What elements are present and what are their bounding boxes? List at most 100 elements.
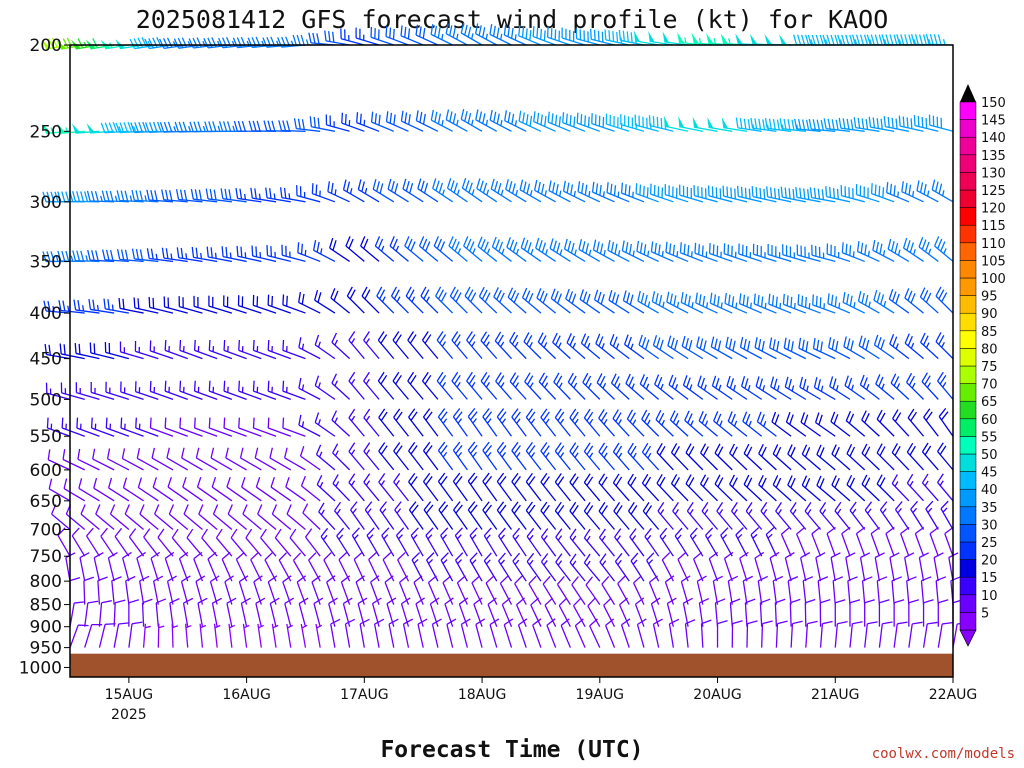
wind-barb-half	[545, 452, 550, 458]
wind-barb-full	[735, 117, 739, 129]
wind-barb-full	[267, 120, 272, 131]
wind-barb-half	[713, 37, 716, 44]
wind-barb	[698, 410, 718, 437]
wind-barb-full	[879, 501, 888, 511]
wind-barb-staff	[286, 513, 306, 531]
wind-barb	[714, 598, 726, 627]
wind-barb-full	[586, 505, 594, 515]
ground-region	[70, 653, 953, 677]
wind-barb-full	[77, 38, 84, 49]
wind-barb-full	[154, 504, 160, 515]
wind-barb-full	[331, 31, 335, 43]
wind-barb-staff	[122, 458, 144, 471]
wind-barb-full	[131, 189, 135, 201]
wind-barb-full	[876, 118, 880, 129]
wind-barb-full	[97, 576, 108, 582]
wind-barb-full	[805, 598, 816, 604]
wind-barb-half	[586, 560, 591, 567]
wind-barb-full	[698, 244, 700, 255]
wind-barb	[332, 443, 351, 471]
wind-barb-staff	[870, 533, 881, 557]
wind-barb-full	[212, 597, 223, 604]
wind-barb	[240, 597, 251, 627]
wind-barb-full	[366, 527, 375, 536]
wind-barb-full	[207, 551, 217, 560]
wind-barb	[376, 286, 395, 314]
wind-barb	[775, 502, 792, 530]
wind-barb-staff	[150, 427, 174, 437]
wind-barb	[298, 377, 321, 400]
wind-barb-full	[885, 34, 890, 45]
wind-barb-full	[789, 502, 797, 512]
wind-barb-full	[348, 371, 356, 382]
wind-barb-full	[328, 597, 338, 605]
wind-barb-full	[149, 417, 152, 429]
wind-barb-full	[902, 237, 908, 249]
wind-barb	[135, 417, 159, 437]
wind-barb-full	[208, 121, 213, 132]
wind-barb-full	[298, 292, 302, 303]
wind-barb-full	[88, 298, 92, 310]
wind-barb-half	[763, 509, 768, 515]
wind-barb	[393, 473, 409, 502]
wind-barb	[370, 111, 395, 132]
wind-barb-full	[115, 122, 121, 133]
wind-barb	[720, 33, 748, 46]
wind-barb	[331, 373, 351, 400]
wind-barb-half	[588, 418, 594, 425]
wind-barb-full	[586, 411, 594, 422]
wind-barb-full	[167, 476, 172, 488]
wind-barb-full	[850, 340, 854, 351]
wind-barb-full	[924, 241, 930, 253]
wind-barb-full	[425, 504, 434, 514]
wind-barb-full	[420, 286, 427, 297]
wind-barb-full	[801, 34, 806, 46]
wind-barb	[505, 179, 527, 203]
wind-barb-full	[293, 118, 297, 129]
wind-barb-full	[210, 447, 215, 459]
wind-barb-full	[252, 417, 255, 429]
wind-barb-full	[879, 412, 886, 423]
wind-barb	[404, 236, 424, 262]
wind-barb-full	[896, 34, 901, 45]
colorbar-label: 60	[981, 413, 998, 428]
wind-barb-full	[874, 184, 877, 196]
wind-barb-half	[704, 509, 709, 515]
wind-barb-full	[557, 411, 565, 422]
wind-barb-staff	[775, 623, 779, 648]
y-tick-label: 500	[30, 390, 62, 410]
wind-barb-full	[109, 190, 114, 202]
wind-barb-full	[142, 121, 147, 133]
wind-barb-full	[299, 446, 305, 457]
wind-barb-full	[222, 121, 228, 132]
wind-barb	[552, 332, 571, 360]
wind-barb	[780, 186, 806, 203]
wind-barb	[843, 336, 866, 360]
wind-barb	[889, 334, 910, 360]
wind-barb-full	[837, 620, 848, 625]
wind-barb-full	[469, 527, 478, 536]
wind-barb-full	[150, 189, 154, 201]
wind-barb-full	[787, 475, 793, 486]
wind-barb	[149, 380, 174, 400]
wind-barb-full	[264, 552, 273, 561]
wind-barb-staff	[166, 457, 189, 471]
wind-barb-full	[451, 331, 459, 341]
wind-barb-full	[540, 528, 549, 538]
wind-barb-full	[847, 576, 858, 582]
wind-barb-full	[317, 117, 320, 129]
wind-barb	[408, 472, 424, 502]
wind-barb	[218, 121, 247, 132]
wind-barb-full	[470, 411, 478, 421]
wind-barb	[891, 576, 902, 605]
wind-barb-full	[751, 186, 754, 197]
wind-barb-full	[499, 475, 507, 486]
wind-barb	[71, 123, 100, 134]
wind-barb-full	[800, 412, 806, 423]
wind-barb-half	[501, 248, 505, 255]
wind-barb-full	[518, 25, 521, 36]
wind-barb-full	[191, 246, 195, 258]
wind-barb-full	[901, 181, 904, 192]
colorbar-label: 105	[981, 254, 1006, 269]
wind-barb-full	[553, 372, 560, 383]
